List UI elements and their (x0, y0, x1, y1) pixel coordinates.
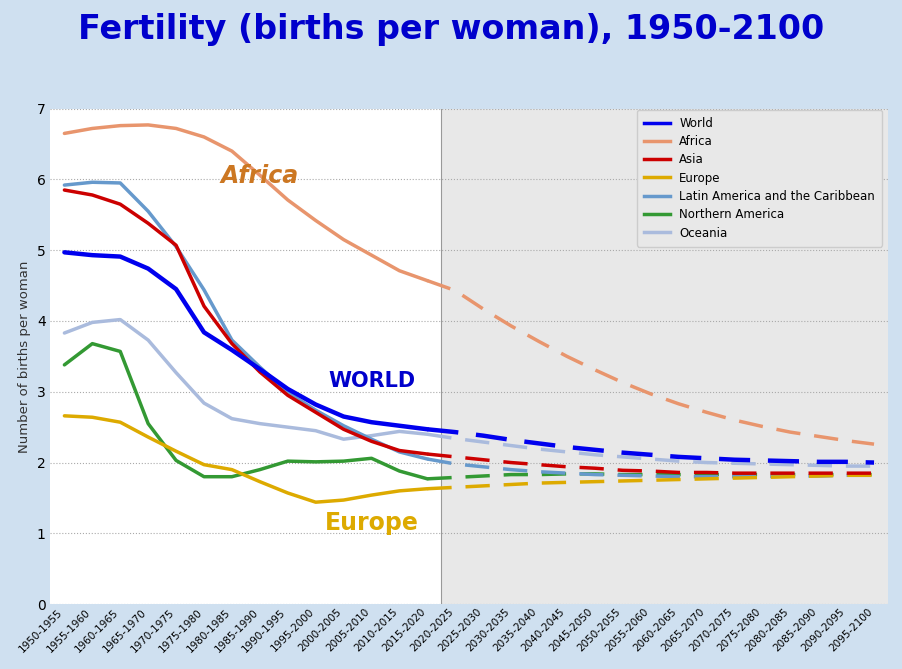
Legend: World, Africa, Asia, Europe, Latin America and the Caribbean, Northern America, : World, Africa, Asia, Europe, Latin Ameri… (636, 110, 881, 247)
Text: Fertility (births per woman), 1950-2100: Fertility (births per woman), 1950-2100 (78, 13, 824, 46)
Text: Africa: Africa (220, 164, 299, 188)
Bar (51, 108, 441, 604)
Text: Europe: Europe (324, 510, 418, 535)
Text: WORLD: WORLD (327, 371, 415, 391)
Bar (441, 108, 887, 604)
Y-axis label: Number of births per woman: Number of births per woman (18, 260, 32, 452)
